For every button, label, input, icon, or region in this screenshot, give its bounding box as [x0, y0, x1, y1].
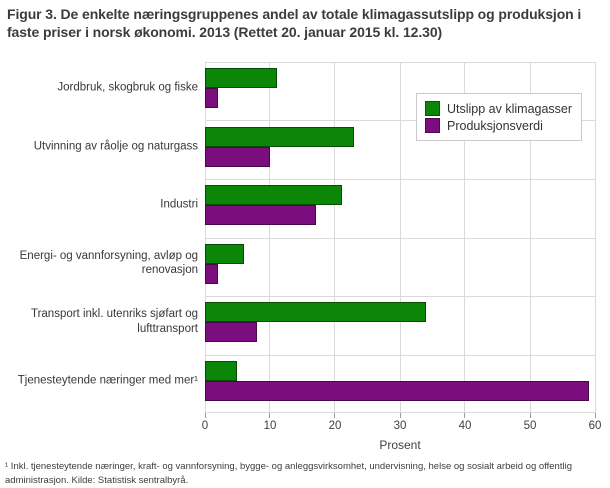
bar-utslipp-av-klimagasser: [205, 68, 277, 88]
footnote: ¹ Inkl. tjenesteytende næringer, kraft- …: [5, 461, 572, 487]
category-band: [205, 296, 595, 355]
category-label: Energi- og vannforsyning, avløp og renov…: [19, 249, 198, 277]
x-tick: [529, 413, 531, 418]
plot-area: [204, 62, 596, 414]
legend-swatch-produksjonsverdi-icon: [425, 118, 440, 133]
gridline-horizontal: [205, 412, 595, 413]
x-tick-label: 20: [328, 420, 342, 432]
bar-produksjonsverdi: [205, 146, 270, 167]
figure-container: Figur 3. De enkelte næringsgruppenes and…: [0, 5, 610, 488]
x-tick: [269, 413, 271, 418]
bar-produksjonsverdi: [205, 380, 589, 401]
bar-produksjonsverdi: [205, 205, 316, 225]
gridline-horizontal: [205, 62, 595, 63]
legend-swatch-utslipp-av-klimagasser-icon: [425, 101, 440, 116]
bar-utslipp-av-klimagasser: [205, 302, 426, 322]
bar-utslipp-av-klimagasser: [205, 360, 238, 381]
category-labels: Jordbruk, skogbruk og fiske Utvinning av …: [0, 62, 198, 413]
x-tick-label: 10: [263, 420, 277, 432]
x-tick: [334, 413, 336, 418]
category-band: [205, 179, 595, 238]
figure-title: Figur 3. De enkelte næringsgruppenes and…: [7, 6, 582, 41]
legend-label: Produksjonsverdi: [447, 118, 543, 133]
legend-item-produksjonsverdi[interactable]: Produksjonsverdi: [425, 118, 572, 133]
legend: Utslipp av klimagasser Produksjonsverdi: [416, 93, 583, 141]
gridline-horizontal: [205, 237, 595, 239]
gridline-horizontal: [205, 120, 595, 122]
category-label: Tjenesteytende næringer med mer¹: [17, 374, 198, 387]
x-axis: Prosent 0 10 20 30 40 50 60: [201, 413, 601, 457]
x-tick-label: 60: [588, 420, 602, 432]
category-label: Jordbruk, skogbruk og fiske: [57, 81, 198, 94]
x-tick-label: 0: [201, 420, 209, 432]
bar-utslipp-av-klimagasser: [205, 185, 342, 205]
legend-item-utslipp-av-klimagasser[interactable]: Utslipp av klimagasser: [425, 101, 572, 116]
x-tick: [594, 413, 596, 418]
bar-produksjonsverdi: [205, 322, 257, 342]
gridline-vertical: [594, 62, 596, 413]
x-tick: [399, 413, 401, 418]
x-tick-label: 50: [523, 420, 537, 432]
x-tick-label: 30: [393, 420, 407, 432]
legend-label: Utslipp av klimagasser: [447, 101, 573, 116]
category-band: [205, 121, 595, 180]
category-label: Industri: [160, 198, 198, 211]
x-tick-label: 40: [458, 420, 472, 432]
category-label: Utvinning av råolje og naturgass: [33, 140, 198, 153]
x-tick: [464, 413, 466, 418]
category-band: [205, 355, 595, 414]
gridline-horizontal: [205, 178, 595, 180]
category-band: [205, 62, 595, 121]
x-tick: [204, 413, 206, 418]
gridline-horizontal: [205, 354, 595, 356]
x-axis-title: Prosent: [379, 438, 421, 452]
bar-utslipp-av-klimagasser: [205, 126, 355, 147]
chart: Jordbruk, skogbruk og fiske Utvinning av …: [0, 62, 610, 458]
bar-produksjonsverdi: [205, 88, 218, 108]
category-label: Transport inkl. utenriks sjøfart og luft…: [30, 308, 198, 335]
gridline-horizontal: [205, 295, 595, 297]
bar-utslipp-av-klimagasser: [205, 243, 244, 264]
category-band: [205, 238, 595, 297]
bar-produksjonsverdi: [205, 263, 218, 284]
